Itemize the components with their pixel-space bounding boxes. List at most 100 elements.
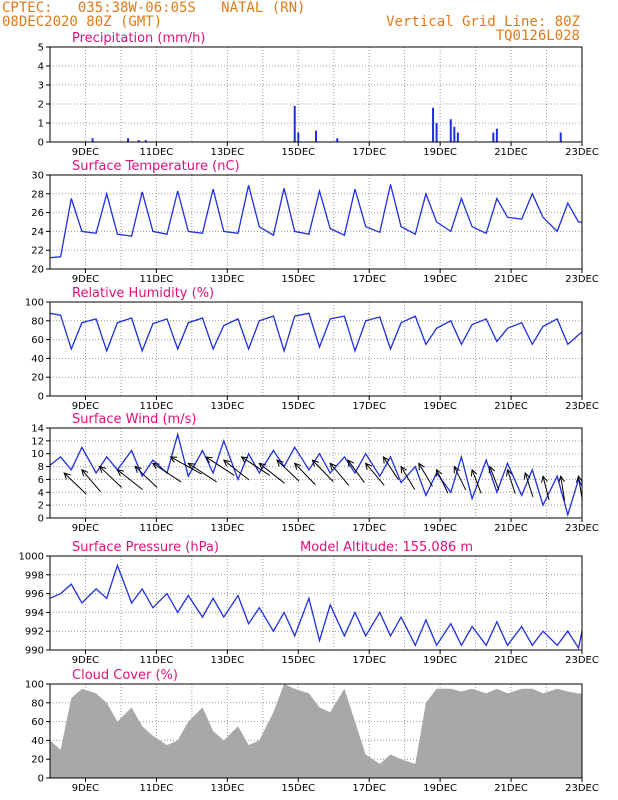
- temperature-frame: [49, 174, 583, 270]
- precip-bar: [293, 105, 296, 142]
- temperature-xtick-label: 17DEC: [352, 274, 386, 285]
- precipitation-panel: 0 1 2 3 4 5 9DEC 11DEC 13DEC 15DEC 17DEC 19DEC 21DEC…: [38, 31, 599, 158]
- wind-arrow: [205, 456, 235, 476]
- header-station: CPTEC: 035:38W-06:05S NATAL (RN): [2, 0, 306, 16]
- humidity-ytick-label: 40: [31, 354, 44, 365]
- humidity-panel: 0 20 40 60 80 100 9DEC 11DEC 13DEC 15DEC 17DEC 19DE…: [25, 286, 599, 412]
- wind-arrow: [293, 462, 316, 486]
- wind-arrow: [453, 465, 467, 491]
- precipitation-xtick-label: 13DEC: [210, 147, 244, 158]
- precipitation-ytick-label: 2: [38, 100, 44, 111]
- temperature-xtick-label: 11DEC: [140, 274, 174, 285]
- precip-bar: [91, 138, 94, 142]
- temperature-xtick-label: 21DEC: [494, 274, 528, 285]
- precipitation-xtick-label: 11DEC: [140, 147, 174, 158]
- wind-arrow: [240, 456, 271, 476]
- wind-arrow: [311, 459, 334, 482]
- humidity-xtick-label: 9DEC: [72, 401, 99, 412]
- cloud-cover-xtick-label: 19DEC: [423, 783, 457, 794]
- humidity-frame: [49, 301, 583, 397]
- wind-arrow: [541, 475, 550, 501]
- precipitation-ytick-label: 4: [38, 62, 44, 73]
- wind-ytick-label: 12: [31, 436, 44, 447]
- cloud-cover-xtick-label: 13DEC: [210, 783, 244, 794]
- precip-bar: [297, 132, 300, 142]
- cloud-cover-ytick-label: 40: [31, 736, 44, 747]
- humidity-xtick-label: 19DEC: [423, 401, 457, 412]
- wind-ytick-label: 4: [38, 488, 44, 499]
- precipitation-xtick-label: 17DEC: [352, 147, 386, 158]
- wind-arrow: [98, 465, 122, 488]
- wind-arrow: [364, 462, 385, 486]
- humidity-title: Relative Humidity (%): [72, 286, 214, 301]
- pressure-xtick-label: 9DEC: [72, 655, 99, 666]
- pressure-xtick-label: 23DEC: [565, 655, 599, 666]
- precipitation-ytick-label: 0: [38, 138, 44, 149]
- wind-ytick-label: 14: [31, 424, 44, 435]
- precip-bar: [495, 128, 498, 142]
- precipitation-title: Precipitation (mm/h): [72, 31, 205, 46]
- precipitation-ytick-label: 3: [38, 81, 44, 92]
- temperature-ytick-label: 26: [31, 208, 44, 219]
- pressure-subtitle: Model Altitude: 155.086 m: [300, 540, 473, 555]
- humidity-xtick-label: 17DEC: [352, 401, 386, 412]
- pressure-ytick-label: 994: [25, 608, 44, 619]
- wind-arrow: [169, 456, 202, 475]
- pressure-ytick-label: 990: [25, 646, 44, 657]
- precipitation-xtick-label: 9DEC: [72, 147, 99, 158]
- wind-arrow: [382, 455, 399, 480]
- header-date: 08DEC2020 80Z (GMT): [2, 14, 163, 30]
- cloud-cover-xtick-label: 9DEC: [72, 783, 99, 794]
- wind-xtick-label: 17DEC: [352, 523, 386, 534]
- humidity-ytick-label: 100: [25, 298, 44, 309]
- pressure-xtick-label: 21DEC: [494, 655, 528, 666]
- temperature-ytick-label: 22: [31, 246, 44, 257]
- cloud-cover-ytick-label: 0: [38, 774, 44, 785]
- cloud-cover-ytick-label: 100: [25, 680, 44, 691]
- header-grid-line: Vertical Grid Line: 80Z: [386, 14, 580, 30]
- humidity-xtick-label: 11DEC: [140, 401, 174, 412]
- humidity-xtick-label: 21DEC: [494, 401, 528, 412]
- temperature-line: [49, 184, 582, 259]
- humidity-ytick-label: 60: [31, 335, 44, 346]
- temperature-xtick-label: 19DEC: [423, 274, 457, 285]
- precip-bar: [336, 138, 339, 142]
- wind-arrow: [488, 465, 500, 491]
- precip-bar: [137, 140, 140, 142]
- pressure-xtick-label: 17DEC: [352, 655, 386, 666]
- precipitation-xtick-label: 23DEC: [565, 147, 599, 158]
- cloud-cover-ytick-label: 60: [31, 717, 44, 728]
- temperature-ytick-label: 24: [31, 227, 44, 238]
- header-model-code: TQ0126L028: [495, 28, 580, 44]
- wind-arrow: [187, 462, 217, 483]
- cloud-cover-xtick-label: 21DEC: [494, 783, 528, 794]
- temperature-xtick-label: 15DEC: [281, 274, 315, 285]
- wind-xtick-label: 11DEC: [140, 523, 174, 534]
- wind-arrow: [81, 468, 101, 493]
- pressure-xtick-label: 15DEC: [281, 655, 315, 666]
- humidity-ytick-label: 20: [31, 373, 44, 384]
- precipitation-xtick-label: 19DEC: [423, 147, 457, 158]
- wind-arrow: [575, 475, 583, 501]
- precip-bar: [449, 119, 452, 142]
- wind-arrow: [418, 462, 433, 487]
- wind-xtick-label: 13DEC: [210, 523, 244, 534]
- wind-arrow: [436, 468, 449, 494]
- pressure-xtick-label: 13DEC: [210, 655, 244, 666]
- precip-bar: [456, 132, 459, 142]
- pressure-xtick-label: 11DEC: [140, 655, 174, 666]
- cloud-cover-title: Cloud Cover (%): [72, 668, 178, 683]
- humidity-line: [49, 312, 583, 354]
- precipitation-frame: [49, 46, 583, 143]
- temperature-xtick-label: 23DEC: [565, 274, 599, 285]
- wind-xtick-label: 23DEC: [565, 523, 599, 534]
- wind-xtick-label: 21DEC: [494, 523, 528, 534]
- wind-arrow: [400, 465, 416, 490]
- precip-bar: [144, 140, 147, 142]
- wind-arrow: [506, 468, 516, 494]
- pressure-ytick-label: 996: [25, 589, 44, 600]
- temperature-ytick-label: 28: [31, 189, 44, 200]
- wind-arrow: [276, 459, 300, 482]
